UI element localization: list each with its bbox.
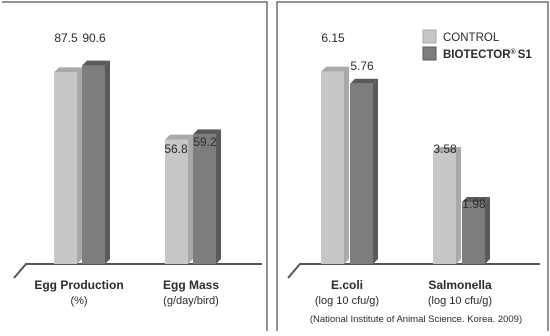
value-label-egg-mass-biotector: 59.2	[193, 135, 217, 149]
bar-salmonella-control	[433, 146, 461, 264]
category-label-salmonella: Salmonella	[428, 278, 492, 292]
value-label-egg-production-control: 87.5	[54, 31, 78, 45]
bar-egg-production-biotector	[82, 60, 110, 264]
bar-side	[216, 129, 221, 264]
bar-ecoli-biotector	[350, 78, 378, 265]
bar-front	[433, 151, 456, 264]
bar-ecoli-control	[321, 66, 349, 264]
legend-label-biotector-suffix: S1	[518, 49, 533, 61]
legend-label-control: CONTROL	[443, 32, 500, 44]
bar-front	[54, 72, 77, 264]
bar-front	[193, 134, 216, 264]
value-label-ecoli-biotector: 5.76	[350, 59, 374, 73]
bar-top	[321, 66, 349, 72]
bars-layer	[54, 60, 490, 265]
value-label-ecoli-control: 6.15	[321, 31, 345, 45]
bar-top	[433, 146, 461, 152]
legend-swatch-control	[422, 29, 437, 44]
bar-front	[321, 71, 344, 264]
bar-front	[462, 202, 485, 264]
bar-top	[350, 78, 378, 84]
value-label-salmonella-biotector: 1.98	[462, 197, 486, 211]
bar-egg-mass-control	[165, 134, 193, 264]
bar-top	[82, 60, 110, 66]
bar-front	[82, 65, 105, 264]
bar-side	[373, 78, 378, 265]
value-label-salmonella-control: 3.58	[433, 142, 457, 156]
bar-front	[350, 83, 373, 265]
right-panel-frame	[276, 1, 549, 331]
bar-side	[485, 197, 490, 264]
bar-top	[462, 197, 490, 203]
category-label-egg-production: Egg Production	[34, 278, 123, 292]
bar-egg-production-control	[54, 67, 82, 264]
legend-label-biotector-name: BIOTECTOR	[443, 49, 511, 61]
bar-front	[165, 139, 188, 264]
bar-side	[77, 67, 82, 264]
bar-side	[188, 134, 193, 264]
category-sublabel-salmonella: (log 10 cfu/g)	[428, 295, 492, 307]
source-note: (National Institute of Animal Science. K…	[310, 314, 522, 325]
left-panel-frame	[2, 1, 268, 331]
category-sublabel-ecoli: (log 10 cfu/g)	[315, 295, 379, 307]
category-label-egg-mass: Egg Mass	[163, 278, 219, 292]
bar-top	[193, 129, 221, 135]
legend-label-biotector-reg: ®	[511, 48, 517, 56]
legend-swatch-biotector	[422, 46, 437, 61]
bar-side	[456, 146, 461, 264]
bar-side	[105, 60, 110, 264]
legend: CONTROL BIOTECTOR® S1	[422, 29, 532, 61]
left-baseline	[13, 263, 262, 279]
bar-top	[54, 67, 82, 73]
value-label-egg-mass-control: 56.8	[164, 142, 188, 156]
value-label-egg-production-biotector: 90.6	[82, 31, 106, 45]
legend-label-biotector: BIOTECTOR® S1	[443, 48, 532, 61]
bar-egg-mass-biotector	[193, 129, 221, 264]
bar-top	[165, 134, 193, 140]
bar-salmonella-biotector	[462, 197, 490, 264]
category-sublabel-egg-mass: (g/day/bird)	[163, 295, 219, 307]
right-baseline	[287, 263, 540, 279]
category-label-ecoli: E.coli	[331, 278, 363, 292]
category-sublabel-egg-production: (%)	[70, 295, 87, 307]
bar-side	[344, 66, 349, 264]
